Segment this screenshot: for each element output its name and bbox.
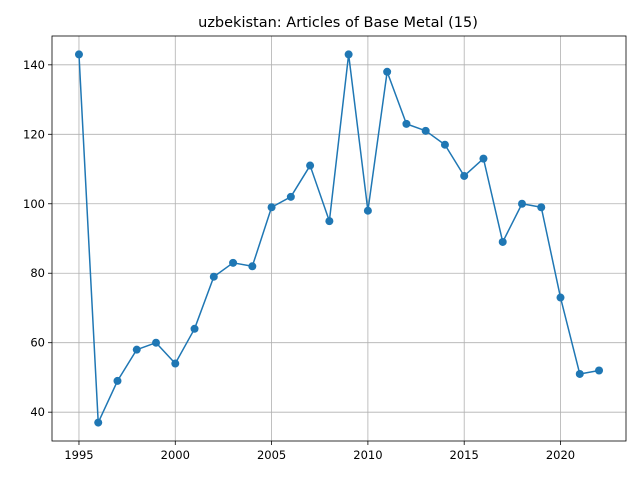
x-tick-label: 2000: [161, 448, 190, 462]
data-point: [267, 203, 276, 212]
x-tick-label: 2005: [257, 448, 286, 462]
y-tick-label: 120: [23, 127, 45, 141]
data-point: [383, 67, 392, 76]
series: [74, 50, 604, 427]
data-point: [517, 199, 526, 208]
x-tick-label: 1995: [64, 448, 93, 462]
data-point: [479, 154, 488, 163]
data-point: [74, 50, 83, 59]
data-point: [556, 293, 565, 302]
data-point: [229, 258, 238, 267]
data-point: [171, 359, 180, 368]
y-tick-label: 100: [23, 197, 45, 211]
data-point: [152, 338, 161, 347]
data-point: [498, 237, 507, 246]
grid: [52, 36, 626, 441]
axes-frame: [51, 35, 627, 442]
data-point: [286, 192, 295, 201]
data-point: [344, 50, 353, 59]
data-point: [421, 126, 430, 135]
data-point: [113, 376, 122, 385]
data-point: [132, 345, 141, 354]
data-point: [363, 206, 372, 215]
data-point: [575, 369, 584, 378]
x-tick-label: 2020: [546, 448, 575, 462]
data-point: [190, 324, 199, 333]
x-tick-label: 2015: [450, 448, 479, 462]
y-axis-ticks: 40 60 80 100 120 140: [23, 58, 52, 419]
data-point: [325, 217, 334, 226]
data-point: [537, 203, 546, 212]
y-tick-label: 40: [30, 405, 45, 419]
y-tick-label: 80: [30, 266, 45, 280]
y-tick-label: 140: [23, 58, 45, 72]
data-point: [440, 140, 449, 149]
data-point: [248, 262, 257, 271]
y-tick-label: 60: [30, 336, 45, 350]
data-point: [94, 418, 103, 427]
series-line: [78, 53, 600, 424]
data-point: [306, 161, 315, 170]
data-point: [595, 366, 604, 375]
chart-title: uzbekistan: Articles of Base Metal (15): [198, 15, 478, 31]
x-axis-ticks: 1995 2000 2005 2010 2015 2020: [64, 441, 575, 462]
data-point: [460, 171, 469, 180]
data-point: [402, 119, 411, 128]
data-point: [209, 272, 218, 281]
x-tick-label: 2010: [353, 448, 382, 462]
